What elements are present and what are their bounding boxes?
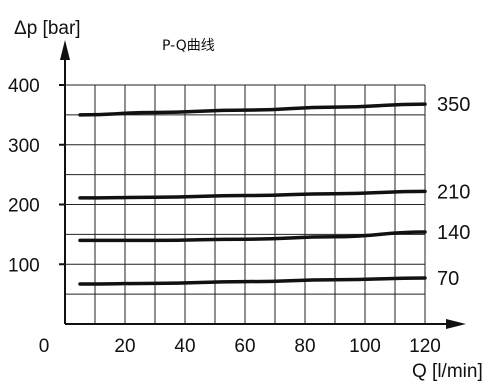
- x-tick-label: 60: [234, 336, 255, 357]
- x-tick-label: 120: [409, 336, 441, 357]
- x-tick-label: 100: [349, 336, 381, 357]
- grid: [65, 84, 426, 324]
- series-line-350: [78, 102, 427, 117]
- x-axis-label: Q [l/min]: [412, 361, 483, 382]
- labels: 100 200 300 400 0 20 40 60 80 100 120 350 210 140 70: [8, 76, 470, 357]
- series-line-140: [78, 230, 427, 243]
- series-line-210: [78, 189, 427, 200]
- y-axis-label: Δp [bar]: [14, 18, 81, 39]
- axes: [59, 40, 466, 329]
- y-tick-label: 400: [8, 76, 40, 97]
- x-tick-label: 20: [114, 336, 135, 357]
- series-label-140: 140: [437, 222, 470, 244]
- series-label-350: 350: [437, 94, 470, 116]
- y-tick-label: 100: [8, 255, 40, 276]
- series-line-70: [78, 276, 427, 286]
- series-label-210: 210: [437, 181, 470, 203]
- series-lines: [78, 102, 427, 286]
- x-tick-label: 40: [174, 336, 195, 357]
- y-tick-label: 200: [8, 196, 40, 217]
- y-tick-label: 300: [8, 136, 40, 157]
- x-tick-label: 0: [39, 336, 50, 357]
- y-axis-arrow: [60, 40, 70, 60]
- x-tick-label: 80: [294, 336, 315, 357]
- x-axis-arrow: [446, 319, 466, 329]
- chart-title: P-Q曲线: [162, 38, 215, 54]
- series-label-70: 70: [437, 268, 459, 290]
